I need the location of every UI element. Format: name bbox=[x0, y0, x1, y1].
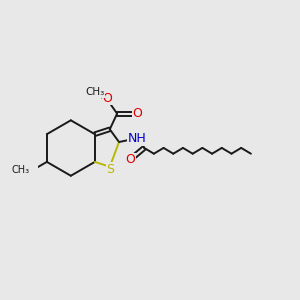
Text: O: O bbox=[125, 153, 135, 166]
Text: CH₃: CH₃ bbox=[85, 87, 105, 97]
Text: NH: NH bbox=[128, 132, 147, 145]
Text: CH₃: CH₃ bbox=[11, 164, 29, 175]
Text: S: S bbox=[106, 163, 115, 176]
Text: O: O bbox=[132, 107, 142, 120]
Text: O: O bbox=[102, 92, 112, 105]
